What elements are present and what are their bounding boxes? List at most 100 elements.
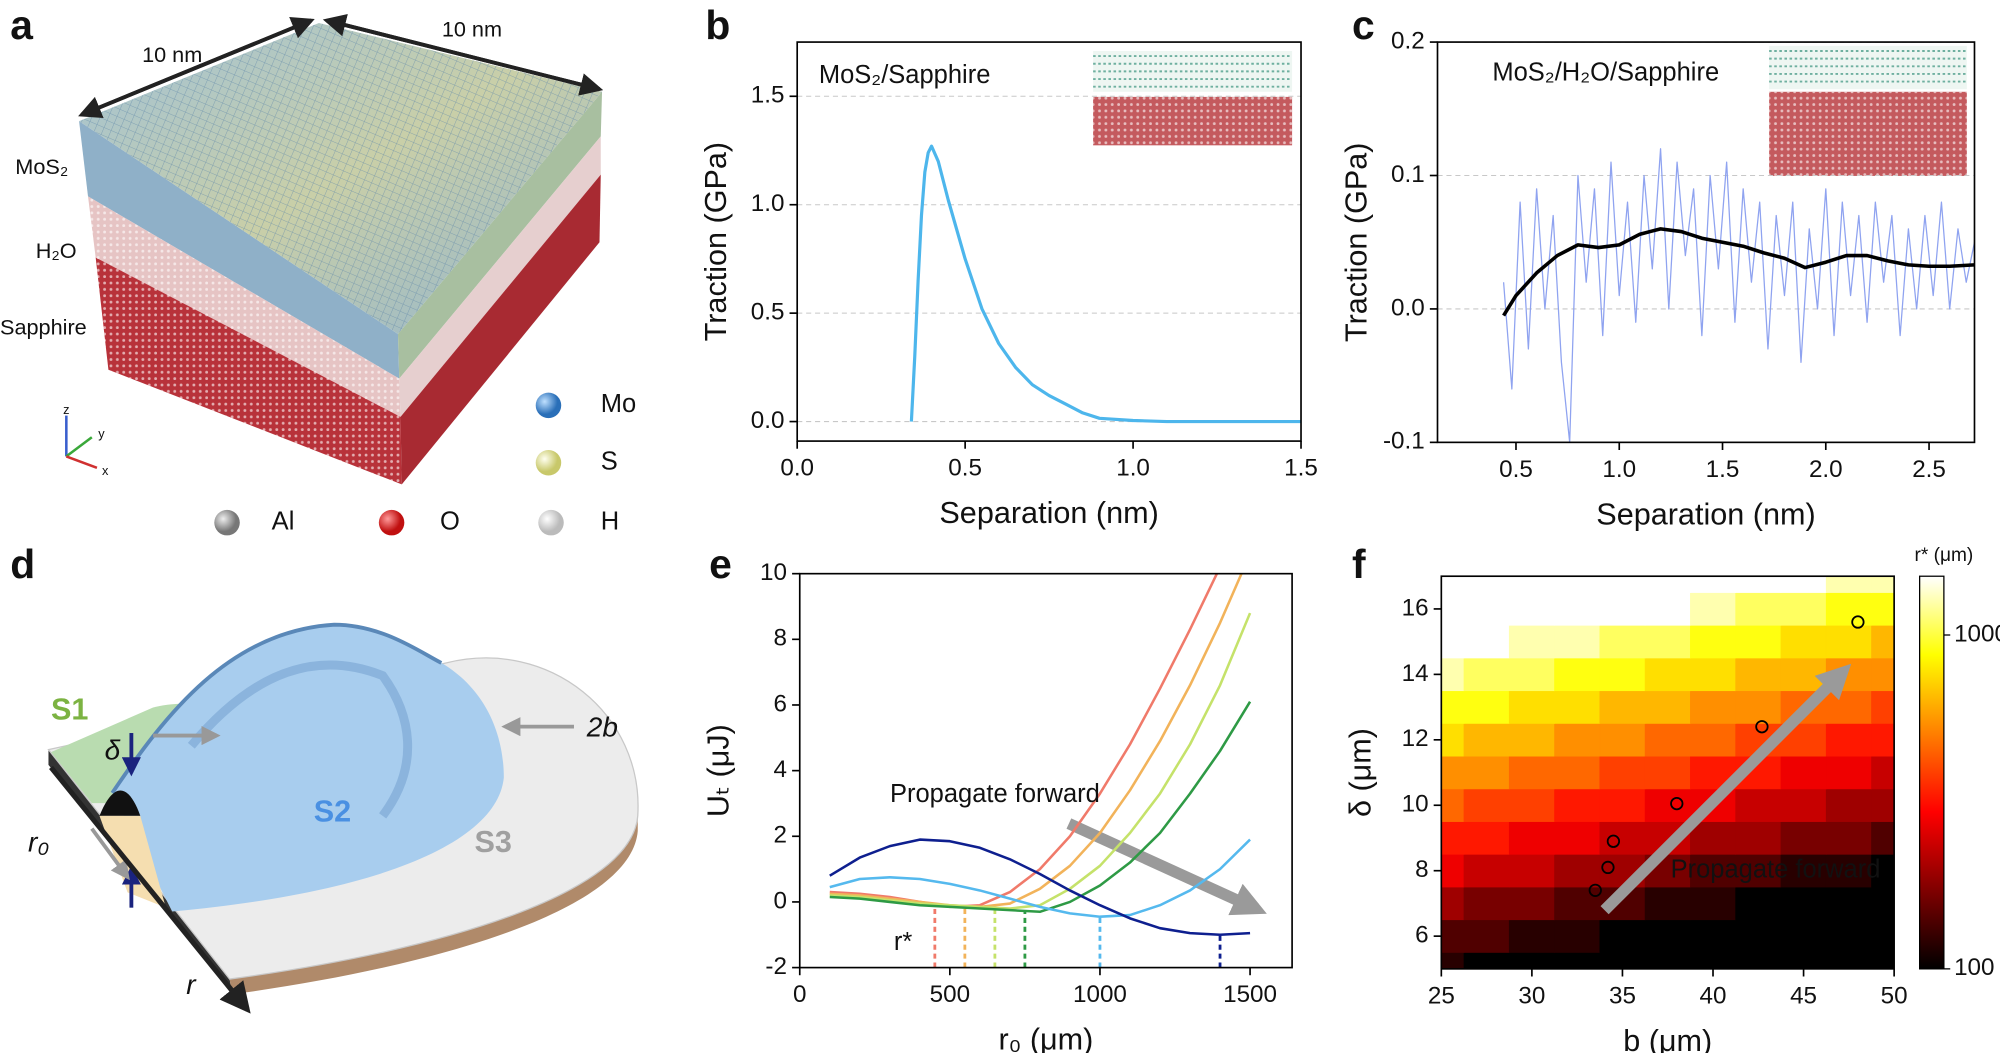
layer-label: MoS₂ xyxy=(15,154,68,179)
heat-cell xyxy=(1599,657,1646,692)
inset-lines xyxy=(1093,55,1293,88)
heat-cell xyxy=(1690,854,1736,888)
plot-frame xyxy=(1436,41,1976,444)
heat-cell xyxy=(1508,854,1555,888)
heat-cell xyxy=(1644,624,1691,659)
panel-letter: e xyxy=(709,541,732,587)
heat-cell xyxy=(1554,919,1601,953)
atom-texture xyxy=(88,196,401,485)
annotation: MoS₂/Sapphire xyxy=(819,61,991,89)
heat-cell xyxy=(1463,592,1510,626)
y-axis-label: Traction (GPa) xyxy=(1339,143,1373,342)
x-axis-label: b (μm) xyxy=(1623,1024,1712,1053)
heat-cell xyxy=(1735,690,1782,724)
plot-area xyxy=(1441,576,1895,969)
heat-cell xyxy=(1780,821,1827,855)
heat-cell xyxy=(1780,624,1827,659)
y-tick-label: 0.5 xyxy=(751,299,785,326)
x-tick-label: 1.5 xyxy=(1706,456,1740,483)
region-label: S3 xyxy=(474,825,511,859)
heat-cell xyxy=(1735,592,1782,626)
heat-cell xyxy=(1871,624,1895,659)
atom-swatch xyxy=(535,450,562,476)
heat-cell xyxy=(1871,886,1895,921)
region-label: S2 xyxy=(314,794,351,828)
lattice xyxy=(79,22,603,335)
y-tick-label: -0.1 xyxy=(1383,428,1425,455)
heat-cell xyxy=(1825,576,1872,593)
y-tick-label: 8 xyxy=(774,625,787,652)
heat-cell xyxy=(1644,919,1691,953)
heat-cell xyxy=(1508,886,1555,921)
plot-area xyxy=(1437,42,1975,443)
x-tick-label: 45 xyxy=(1790,982,1817,1009)
heat-cell xyxy=(1871,690,1895,724)
annotation: Propagate forward xyxy=(890,780,1100,808)
scatter-point xyxy=(1606,834,1621,848)
y-tick-label: 0.2 xyxy=(1391,27,1425,54)
heat-cell xyxy=(1463,690,1510,724)
heat-cell xyxy=(1508,788,1555,822)
y-tick-label: 8 xyxy=(1415,856,1428,883)
atom-swatch xyxy=(378,509,405,536)
heat-cell xyxy=(1825,788,1872,822)
x-tick-label: 1.0 xyxy=(1116,455,1150,482)
heat-cell xyxy=(1690,690,1736,724)
heat-cell xyxy=(1554,576,1601,593)
heat-cell xyxy=(1554,788,1601,822)
heat-cell xyxy=(1780,788,1827,822)
series-line xyxy=(909,144,1302,424)
series-line xyxy=(829,838,1251,918)
x-axis-label: Separation (nm) xyxy=(1596,497,1815,531)
y-tick-label: 6 xyxy=(1415,922,1428,949)
colorbar-tick-label: 1000 xyxy=(1954,620,2000,647)
heat-cell xyxy=(1644,755,1691,790)
heat-cell xyxy=(1463,576,1510,593)
heat-cell xyxy=(1554,886,1601,921)
heat-cell xyxy=(1508,657,1555,692)
heat-cell xyxy=(1644,886,1691,921)
heat-cell xyxy=(1871,788,1895,822)
colorbar xyxy=(1919,575,1945,970)
heat-cell xyxy=(1871,854,1895,888)
heat-cell xyxy=(1825,886,1872,921)
x-tick-label: 500 xyxy=(930,981,970,1008)
heat-cell xyxy=(1735,821,1782,855)
heat-cell xyxy=(1463,788,1510,822)
atom-swatch xyxy=(538,509,564,536)
heat-cell xyxy=(1780,755,1827,790)
heat-cell xyxy=(1735,657,1782,692)
heat-cell xyxy=(1825,755,1872,790)
panel-letter: c xyxy=(1352,2,1375,48)
heat-cell xyxy=(1463,919,1510,953)
heat-cell xyxy=(1690,723,1736,757)
atom-label: Mo xyxy=(601,390,636,418)
colorbar-label: r* (μm) xyxy=(1914,545,1973,566)
y-tick-label: -2 xyxy=(765,953,787,980)
heat-cell xyxy=(1644,788,1691,822)
series-line xyxy=(829,838,1251,937)
panel-a: a 10 nm 10 nm MoS₂ H₂O Sapphire z y x Mo… xyxy=(0,2,636,536)
heat-cell xyxy=(1508,624,1555,659)
heat-cell xyxy=(1780,886,1827,921)
heat-cell xyxy=(1508,919,1555,953)
y-tick-label: 12 xyxy=(1402,725,1429,752)
panel-letter: a xyxy=(10,2,33,48)
slab-edge xyxy=(229,815,638,995)
inset-texture xyxy=(1093,96,1293,146)
panel-letter: f xyxy=(1352,541,1366,587)
heat-cell xyxy=(1599,788,1646,822)
symbol: δ xyxy=(105,735,121,766)
x-axis-label: r₀ (μm) xyxy=(998,1023,1093,1053)
plots: 0.0 0.5 1.0 1.5 0.0 0.5 1.0 1.5 Separation (nm) T… xyxy=(699,2,2000,1053)
colorbar-tick-label: 100 xyxy=(1954,954,1994,981)
x-tick-label: 30 xyxy=(1518,982,1545,1009)
y-tick-label: 10 xyxy=(1402,791,1429,818)
annotation: MoS₂/H₂O/Sapphire xyxy=(1492,59,1719,87)
heat-cell xyxy=(1690,919,1736,953)
region-s2 xyxy=(112,624,504,912)
x-tick-label: 1000 xyxy=(1073,981,1127,1008)
heat-cell xyxy=(1441,952,1465,969)
atom-label: S xyxy=(601,447,618,475)
x-tick-label: 0.5 xyxy=(948,455,982,482)
